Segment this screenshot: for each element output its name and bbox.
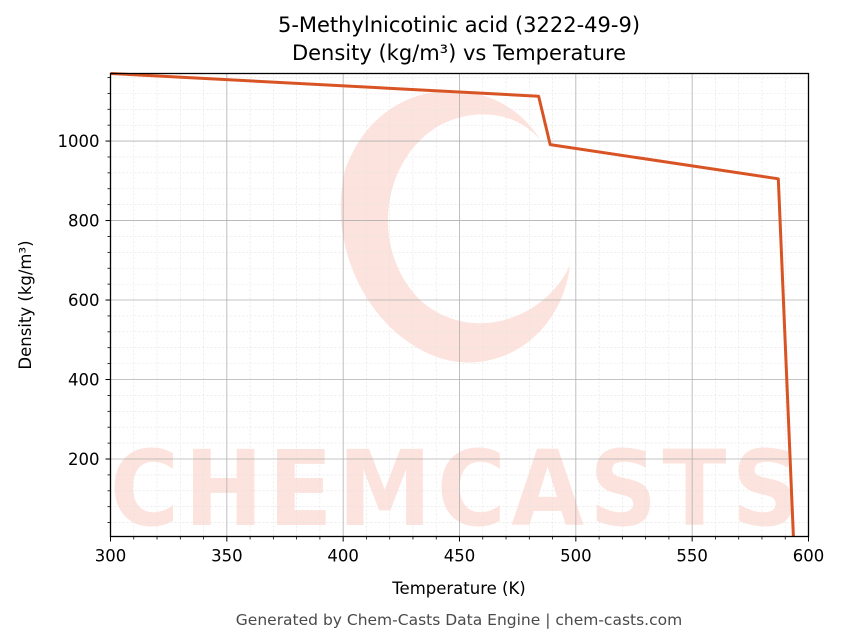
y-tick-label: 600 bbox=[68, 291, 100, 310]
watermark-logo: CHEMCASTS bbox=[110, 90, 805, 550]
watermark-crescent bbox=[340, 90, 570, 363]
y-axis-label: Density (kg/m³) bbox=[16, 240, 35, 369]
x-axis-label: Temperature (K) bbox=[391, 579, 525, 598]
axis-ticks bbox=[105, 77, 809, 542]
x-tick-label: 450 bbox=[444, 547, 476, 566]
density-series-line bbox=[110, 72, 795, 537]
chart-subtitle: Density (kg/m³) vs Temperature bbox=[292, 41, 626, 65]
x-tick-label: 600 bbox=[793, 547, 825, 566]
y-tick-label: 800 bbox=[68, 212, 100, 231]
x-tick-label: 300 bbox=[95, 547, 127, 566]
footer-credit: Generated by Chem-Casts Data Engine | ch… bbox=[236, 611, 682, 629]
x-tick-label: 500 bbox=[560, 547, 592, 566]
watermark-text: CHEMCASTS bbox=[110, 428, 805, 550]
x-tick-label: 350 bbox=[211, 547, 243, 566]
x-tick-label: 550 bbox=[676, 547, 708, 566]
y-tick-label: 1000 bbox=[58, 132, 100, 151]
x-tick-label: 400 bbox=[327, 547, 359, 566]
y-tick-label: 400 bbox=[68, 371, 100, 390]
tick-labels: 300 350 400 450 500 550 600 200 400 600 800 1000 bbox=[58, 132, 825, 565]
y-tick-label: 200 bbox=[68, 450, 100, 469]
chart-title: 5-Methylnicotinic acid (3222-49-9) bbox=[278, 13, 640, 37]
